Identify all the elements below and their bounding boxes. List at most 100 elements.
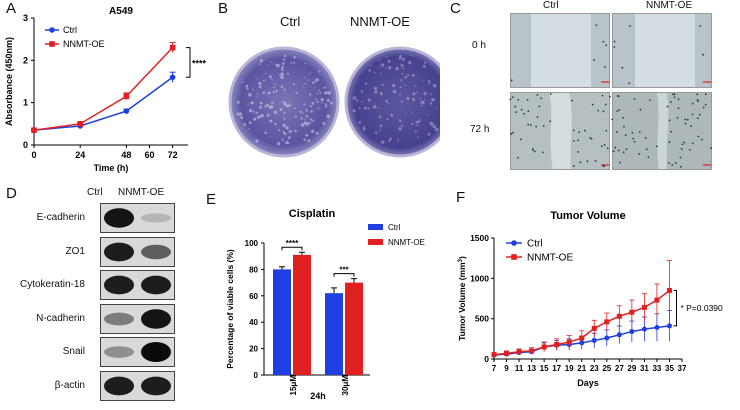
chart-e-ytick-label: 100 bbox=[245, 239, 259, 248]
colony-speck bbox=[392, 84, 396, 88]
chart-f-title: Tumor Volume bbox=[550, 210, 625, 222]
colony-speck bbox=[423, 98, 426, 101]
wound-oe-0h bbox=[612, 13, 712, 88]
wb-blot-strip bbox=[100, 270, 175, 300]
colony-speck bbox=[272, 86, 275, 89]
colony-speck bbox=[258, 85, 262, 89]
colony-speck bbox=[362, 127, 366, 131]
colony-speck bbox=[282, 62, 285, 65]
colony-speck bbox=[256, 115, 261, 119]
wb-band bbox=[141, 244, 171, 259]
colony-speck bbox=[265, 72, 267, 75]
colony-speck bbox=[259, 101, 263, 105]
chart-f-xtick-label: 29 bbox=[627, 364, 636, 373]
cisplatin-viability-chart: Cisplatin 0 20 40 60 80 100 Percentage of viabl… bbox=[225, 208, 425, 401]
colony-speck bbox=[310, 129, 315, 133]
colony-speck bbox=[330, 101, 333, 105]
chart-f-point bbox=[491, 352, 497, 358]
colony-speck bbox=[274, 122, 277, 126]
chart-f-xtick-label: 23 bbox=[590, 364, 599, 373]
wound-72h-label: 72 h bbox=[470, 124, 490, 135]
colony-speck bbox=[376, 106, 379, 109]
chart-f-legend-marker bbox=[511, 254, 517, 260]
colony-speck bbox=[272, 91, 276, 94]
colony-speck bbox=[307, 116, 309, 118]
colony-speck bbox=[384, 67, 387, 69]
chart-f-point bbox=[541, 344, 547, 350]
colony-speck bbox=[420, 101, 424, 104]
chart-e-ytick-label: 40 bbox=[249, 318, 258, 327]
colony-speck bbox=[385, 99, 388, 103]
colony-speck bbox=[380, 63, 385, 67]
wb-blot-strip bbox=[100, 337, 175, 367]
chart-a-ylabel: Absorbance (450nm) bbox=[4, 37, 14, 126]
chart-f-xtick-label: 19 bbox=[565, 364, 574, 373]
chart-f-xtick-label: 25 bbox=[602, 364, 611, 373]
panel-d-label: D bbox=[6, 185, 17, 202]
cck8-growth-chart: A549 0 1 2 3 0 24 48 60 72 Time (h) Absorbance (450… bbox=[4, 6, 207, 173]
wb-protein-label: Snail bbox=[62, 346, 85, 357]
colony-speck bbox=[279, 108, 281, 110]
colony-speck bbox=[400, 79, 403, 82]
colony-speck bbox=[410, 112, 413, 115]
colony-speck bbox=[386, 102, 389, 105]
colony-speck bbox=[422, 79, 424, 81]
colony-speck bbox=[309, 105, 313, 108]
colony-speck bbox=[294, 115, 297, 118]
colony-speck bbox=[248, 127, 250, 130]
chart-f-xtick-label: 31 bbox=[640, 364, 649, 373]
colony-speck bbox=[423, 92, 427, 96]
chart-f-point bbox=[654, 297, 660, 303]
colony-speck bbox=[259, 59, 264, 63]
colony-speck bbox=[414, 85, 417, 87]
colony-speck bbox=[280, 85, 284, 88]
colony-speck bbox=[321, 102, 323, 104]
chart-f-ytick-label: 1000 bbox=[470, 273, 489, 283]
colony-speck bbox=[300, 123, 305, 127]
chart-e-significance: *** bbox=[339, 266, 349, 275]
colony-speck bbox=[388, 139, 391, 143]
colony-speck bbox=[379, 124, 383, 128]
wb-band bbox=[104, 346, 134, 358]
colony-speck bbox=[294, 107, 296, 110]
colony-speck bbox=[401, 124, 404, 127]
colony-speck bbox=[322, 98, 324, 101]
chart-f-point bbox=[629, 309, 635, 315]
colony-speck bbox=[356, 99, 359, 102]
colony-speck bbox=[412, 98, 416, 102]
chart-a-xlabel: Time (h) bbox=[94, 163, 129, 173]
colony-speck bbox=[236, 112, 241, 116]
colony-speck bbox=[433, 124, 435, 126]
chart-e-ylabel: Percentage of viable cells (%) bbox=[225, 249, 235, 369]
chart-a-ytick-label: 1 bbox=[23, 98, 28, 108]
colony-speck bbox=[378, 59, 381, 62]
colony-speck bbox=[315, 78, 319, 82]
colony-speck bbox=[287, 142, 290, 145]
colony-speck bbox=[315, 131, 319, 135]
colony-speck bbox=[378, 115, 382, 119]
panel-d: D Ctrl NNMT-OE E-cadherin ZO1 Cytokeratin-… bbox=[0, 185, 180, 405]
wb-protein-label: N-cadherin bbox=[36, 312, 85, 324]
colony-speck bbox=[269, 136, 271, 138]
colony-speck bbox=[256, 93, 259, 95]
panel-c: C Ctrl NNMT-OE 0 h 72 h bbox=[448, 0, 740, 175]
colony-speck bbox=[381, 84, 384, 87]
colony-speck bbox=[422, 64, 426, 68]
colony-speck bbox=[424, 61, 427, 64]
colony-speck bbox=[323, 86, 326, 89]
colony-speck bbox=[283, 102, 287, 106]
colony-speck bbox=[248, 121, 252, 125]
wb-row: ZO1 bbox=[0, 236, 180, 267]
colony-speck bbox=[360, 90, 364, 93]
chart-f-point bbox=[566, 339, 572, 345]
chart-f-xtick-label: 9 bbox=[504, 364, 509, 373]
chart-a-significance: **** bbox=[192, 58, 207, 68]
colony-speck bbox=[269, 75, 272, 79]
colony-speck bbox=[435, 127, 439, 132]
chart-f-point bbox=[616, 332, 622, 338]
colony-speck bbox=[429, 121, 432, 124]
chart-a-title: A549 bbox=[109, 6, 133, 17]
wb-blot-strip bbox=[100, 370, 175, 401]
chart-e-significance-bracket bbox=[333, 273, 355, 277]
colony-speck bbox=[432, 124, 437, 129]
